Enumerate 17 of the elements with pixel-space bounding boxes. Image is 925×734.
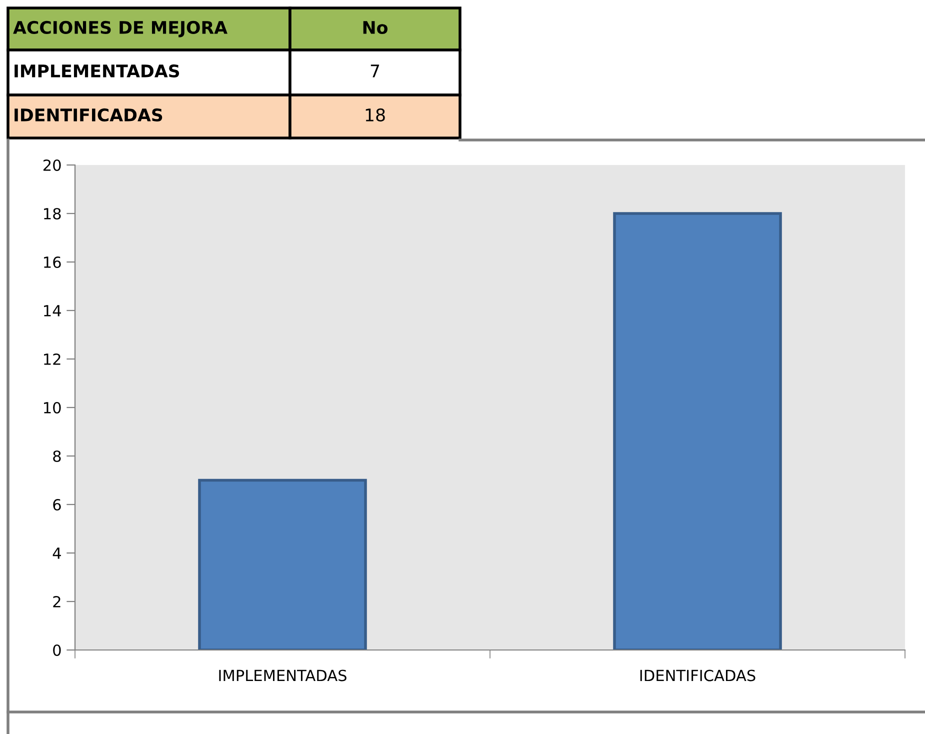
text: No xyxy=(363,21,388,34)
y-tick-label: 8 xyxy=(53,450,61,462)
y-tick-label: 2 xyxy=(53,596,60,608)
text: IDENTIFICADAS xyxy=(14,108,162,122)
text: 18 xyxy=(366,108,385,122)
y-tick-label: 18 xyxy=(44,208,61,220)
text: 7 xyxy=(370,64,380,78)
y-tick-label: 10 xyxy=(44,402,61,414)
y-tick-label: 14 xyxy=(44,305,61,316)
y-tick-label: 6 xyxy=(53,498,61,511)
y-tick-label: 16 xyxy=(44,256,61,268)
text: IMPLEMENTADAS xyxy=(14,64,180,78)
y-tick-label: 4 xyxy=(52,548,61,559)
y-tick-label: 0 xyxy=(53,644,61,656)
text: ACCIONES DE MEJORA xyxy=(13,20,228,38)
y-tick-label: 12 xyxy=(44,353,60,365)
y-tick-label: 20 xyxy=(43,159,61,172)
